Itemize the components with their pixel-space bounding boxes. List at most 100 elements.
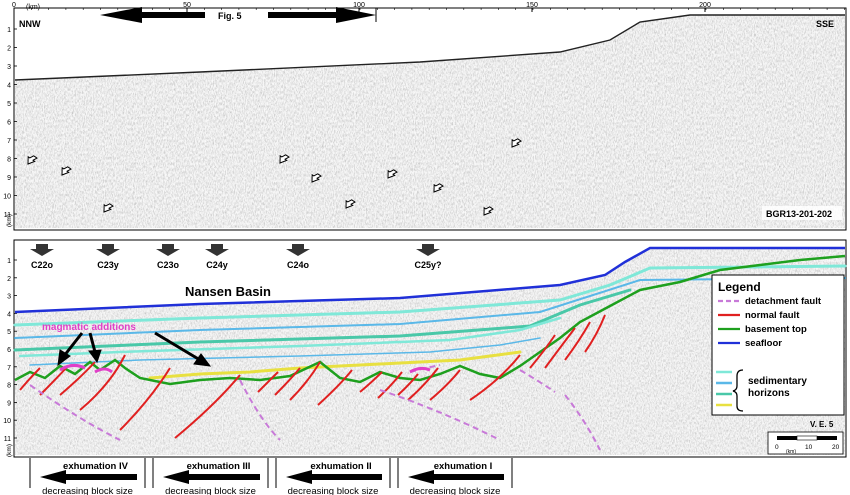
depth-tick-label: 4 — [7, 311, 11, 318]
top-km-unit: (km) — [26, 4, 40, 11]
normal-fault — [174, 374, 241, 439]
km-tick-label: 50 — [183, 2, 191, 9]
anomaly-label: C24o — [287, 260, 310, 270]
legend-label: basement top — [745, 324, 807, 335]
horizon-line — [18, 316, 562, 358]
anomaly-label: C23o — [157, 260, 180, 270]
exhumation-arrow — [40, 470, 137, 484]
normal-fault — [257, 371, 279, 393]
detachment-fault — [519, 369, 556, 393]
basin-label: Nansen Basin — [185, 284, 271, 299]
depth-tick-label: 11 — [4, 212, 11, 219]
detachment-fault — [239, 379, 281, 441]
depth-tick-label: 6 — [7, 120, 11, 127]
hollow-arrow-icon — [27, 155, 38, 165]
anomaly-arrow-icon — [30, 244, 54, 256]
normal-fault — [544, 327, 576, 369]
hollow-arrow-icon — [387, 169, 398, 179]
top-depth-axis: 1 2 3 4 5 6 7 8 9 10 11 — [3, 27, 17, 219]
depth-tick-label: 5 — [7, 101, 11, 108]
horizon-line — [148, 350, 522, 380]
detachment-fault — [564, 394, 601, 451]
normal-fault — [274, 367, 301, 396]
horizon-line — [13, 264, 847, 327]
scale-tick: 10 — [805, 444, 813, 451]
magmatic-additions-label: magmatic additions — [42, 322, 136, 333]
depth-tick-label: 10 — [3, 194, 11, 201]
legend-label: normal fault — [745, 310, 800, 321]
depth-tick-label: 5 — [7, 329, 11, 336]
magmatic-body — [94, 367, 113, 374]
anomaly-label: C24y — [206, 260, 228, 270]
normal-fault — [377, 371, 403, 399]
anomaly-label: C23y — [97, 260, 119, 270]
horizon-line — [14, 277, 846, 339]
legend-label: seafloor — [745, 338, 782, 349]
scale-bar: 0 10 20 (km) — [767, 431, 844, 455]
top-depth-unit: (km) — [6, 214, 13, 227]
legend-title: Legend — [718, 280, 761, 294]
scale-unit: (km) — [786, 449, 796, 455]
normal-fault — [79, 354, 126, 411]
scale-tick: 0 — [775, 444, 779, 451]
normal-fault — [584, 314, 606, 353]
normal-fault — [119, 367, 171, 431]
anomaly-arrow-icon — [96, 244, 120, 256]
depth-tick-label: 4 — [7, 83, 11, 90]
normal-fault — [397, 373, 419, 396]
top-panel: 0 50 100 150 200 (km) 1 2 3 4 5 6 7 8 9 10 11 (km) NNW… — [3, 2, 847, 231]
exhumation-label: exhumation I — [434, 461, 493, 472]
exhumation-arrow — [286, 470, 382, 484]
profile-id: BGR13-201-202 — [766, 209, 832, 219]
scale-tick: 20 — [832, 444, 840, 451]
fig5-extent-arrow — [100, 7, 377, 23]
exhumation-caption: decreasing block size — [288, 486, 379, 495]
depth-tick-label: 9 — [7, 175, 11, 182]
nnw-label: NNW — [19, 19, 41, 29]
depth-tick-label: 3 — [7, 294, 11, 301]
depth-tick-label: 2 — [7, 46, 11, 53]
hollow-arrow-icon — [279, 154, 290, 164]
depth-tick-label: 2 — [7, 276, 11, 283]
magmatic-body — [59, 363, 86, 372]
horizons-label-1: sedimentary — [748, 376, 807, 387]
annotation-arrows — [57, 331, 212, 367]
depth-tick-label: 3 — [7, 64, 11, 71]
sse-label: SSE — [816, 19, 834, 29]
km-tick-label: 100 — [353, 2, 365, 9]
depth-tick-label: 9 — [7, 400, 11, 407]
anomaly-arrow-icon — [205, 244, 229, 256]
exhumation-arrow — [163, 470, 260, 484]
hollow-arrow-icon — [103, 203, 114, 213]
bottom-depth-axis: 1 2 3 4 5 6 7 8 9 10 11 — [3, 258, 17, 443]
ve-label: V. E. 5 — [810, 420, 834, 429]
hollow-arrow-icon — [345, 199, 356, 209]
normal-faults — [19, 314, 606, 439]
normal-fault — [469, 354, 521, 401]
km-tick-label: 150 — [526, 2, 538, 9]
bottom-depth-unit: (km) — [6, 444, 13, 457]
exhumation-phases: exhumation IV decreasing block size exhuma… — [29, 458, 513, 495]
normal-fault — [289, 361, 321, 401]
depth-tick-label: 11 — [4, 436, 11, 443]
exhumation-arrow — [408, 470, 504, 484]
exhumation-label: exhumation IV — [63, 461, 129, 472]
hollow-arrow-icon — [511, 138, 522, 148]
anomaly-arrow-icon — [156, 244, 180, 256]
detachment-fault — [29, 384, 121, 441]
anomaly-arrow-icon — [286, 244, 310, 256]
normal-fault — [429, 369, 461, 401]
hollow-arrow-icon — [311, 173, 322, 183]
horizons-label-2: horizons — [748, 388, 790, 399]
detachment-fault — [379, 389, 501, 441]
hollow-arrow-icon — [433, 183, 444, 193]
magnetic-anomaly-markers: C22o C23y C23o C24y C24o C25y? — [30, 244, 442, 270]
depth-tick-label: 8 — [7, 157, 11, 164]
depth-tick-label: 1 — [7, 258, 11, 265]
km-tick-label: 0 — [12, 2, 16, 9]
seafloor-line — [14, 246, 845, 314]
normal-fault — [317, 369, 353, 406]
horizon-bracket — [732, 369, 744, 412]
